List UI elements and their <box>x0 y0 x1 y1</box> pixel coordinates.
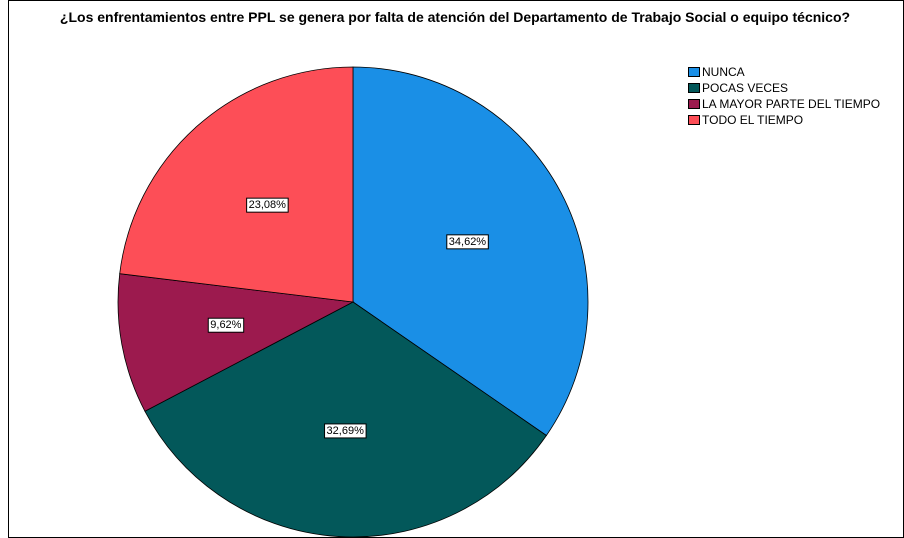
value-label: 9,62% <box>210 319 241 331</box>
legend: NUNCA POCAS VECES LA MAYOR PARTE DEL TIEMP… <box>688 65 882 131</box>
pie-slice <box>119 66 354 303</box>
value-label: 34,62% <box>449 236 487 248</box>
chart-title: ¿Los enfrentamientos entre PPL se genera… <box>59 9 851 25</box>
value-label-box <box>446 234 489 250</box>
pie-slice <box>352 66 589 437</box>
value-label-box <box>246 197 289 213</box>
legend-label: LA MAYOR PARTE DEL TIEMPO <box>702 97 881 111</box>
legend-swatch <box>688 99 700 109</box>
legend-swatch <box>688 115 700 125</box>
legend-swatch <box>688 83 700 93</box>
pie-slice <box>117 273 355 412</box>
legend-label: TODO EL TIEMPO <box>702 113 804 127</box>
value-label: 32,69% <box>327 425 365 437</box>
legend-item: LA MAYOR PARTE DEL TIEMPO <box>688 97 882 111</box>
legend-item: POCAS VECES <box>688 81 882 95</box>
value-label: 23,08% <box>249 199 287 211</box>
value-label-box <box>324 423 367 439</box>
legend-item: NUNCA <box>688 65 882 79</box>
legend-swatch <box>688 67 700 77</box>
legend-label: NUNCA <box>702 65 745 79</box>
pie-slice <box>144 301 547 538</box>
legend-item: TODO EL TIEMPO <box>688 113 882 127</box>
legend-label: POCAS VECES <box>702 81 789 95</box>
value-label-box <box>207 317 245 333</box>
